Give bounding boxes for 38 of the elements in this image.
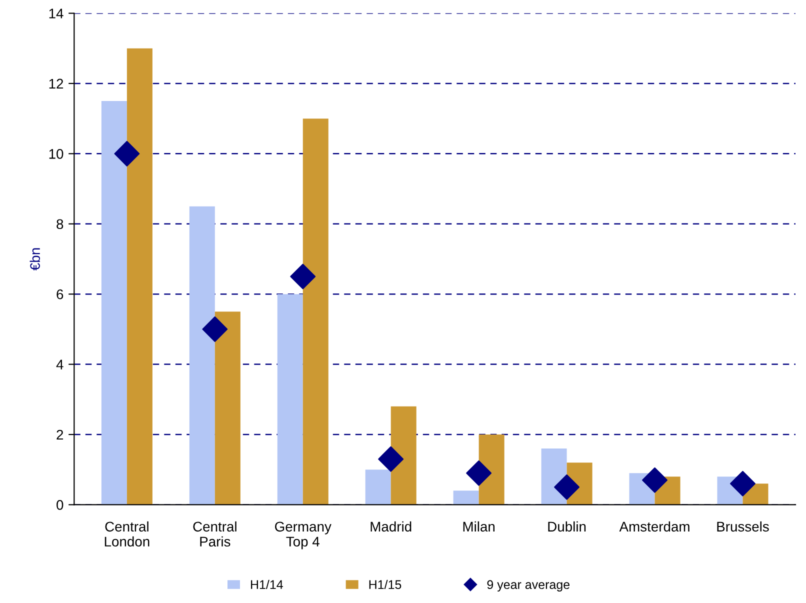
y-tick-label: 10 bbox=[49, 149, 64, 159]
point bbox=[114, 140, 140, 166]
point bbox=[730, 470, 756, 496]
bar bbox=[214, 312, 240, 505]
y-tick-label: 14 bbox=[49, 8, 64, 18]
bar bbox=[365, 470, 391, 505]
y-tick-label: 2 bbox=[56, 430, 64, 440]
y-tick-label: 6 bbox=[56, 289, 64, 300]
legend-label: H1/15 bbox=[369, 580, 402, 590]
y-tick-label: 8 bbox=[56, 219, 64, 230]
x-tick-label: Germany Top 4 bbox=[275, 522, 332, 550]
point bbox=[642, 467, 668, 493]
x-tick-label: Central London bbox=[104, 521, 150, 547]
x-tick-label: Madrid bbox=[370, 521, 412, 532]
y-axis-title: €bn bbox=[30, 248, 40, 270]
x-tick-label: Central Paris bbox=[193, 521, 236, 547]
bar bbox=[101, 101, 127, 505]
x-tick-label: Brussels bbox=[717, 521, 769, 532]
point bbox=[466, 460, 492, 486]
legend-label: H1/14 bbox=[251, 580, 283, 590]
bar bbox=[277, 294, 303, 505]
point bbox=[202, 316, 228, 342]
bar bbox=[126, 48, 152, 505]
point bbox=[554, 474, 580, 500]
point bbox=[290, 264, 316, 290]
x-tick-label: Milan bbox=[463, 521, 495, 532]
x-tick-label: Dublin bbox=[548, 521, 586, 532]
bar bbox=[189, 206, 215, 505]
y-tick-label: 4 bbox=[56, 360, 64, 370]
bar bbox=[453, 490, 479, 505]
y-tick-label: 12 bbox=[49, 78, 64, 89]
bar bbox=[478, 434, 504, 505]
legend-label: 9 year average bbox=[487, 580, 570, 592]
x-tick-label: Amsterdam bbox=[619, 521, 690, 532]
bar bbox=[302, 118, 328, 505]
bar bbox=[390, 406, 416, 505]
point bbox=[378, 446, 404, 472]
y-tick-label: 0 bbox=[56, 500, 64, 510]
